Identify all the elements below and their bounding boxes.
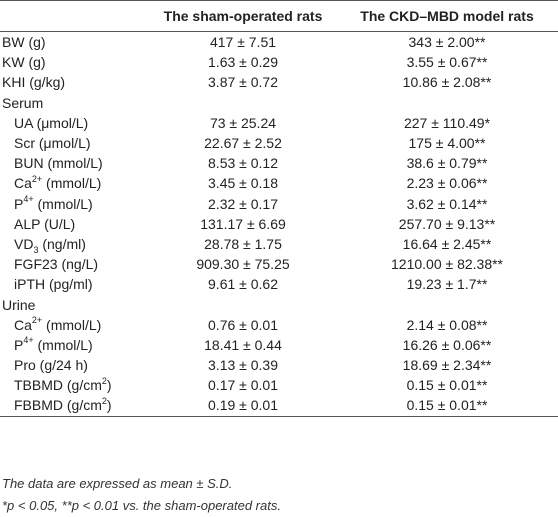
cell-sham: 909.30 ± 75.25 — [196, 256, 290, 273]
table-row: BW (g) 417 ± 7.51 343 ± 2.00** — [0, 32, 558, 53]
cell-model: 10.86 ± 2.08** — [402, 74, 492, 91]
row-label: UA (μmol/L) — [14, 114, 89, 131]
table-row: P4+ (mmol/L) 18.41 ± 0.44 16.26 ± 0.06** — [0, 335, 558, 355]
row-label: Serum — [2, 94, 44, 111]
cell-model: 2.14 ± 0.08** — [406, 316, 488, 333]
table-row: P4+ (mmol/L) 2.32 ± 0.17 3.62 ± 0.14** — [0, 194, 558, 214]
cell-sham: 0.19 ± 0.01 — [150, 395, 336, 417]
header-model: The CKD–MBD model rats — [336, 0, 558, 32]
cell-model: 38.6 ± 0.79** — [406, 155, 488, 172]
cell-sham: 73 ± 25.24 — [209, 114, 277, 131]
cell-sham: 3.87 ± 0.72 — [208, 74, 278, 91]
table-row: Ca2+ (mmol/L) 0.76 ± 0.01 2.14 ± 0.08** — [0, 315, 558, 335]
table-row: TBBMD (g/cm2) 0.17 ± 0.01 0.15 ± 0.01** — [0, 375, 558, 395]
cell-model — [336, 93, 558, 113]
row-label: VD3 (ng/ml) — [14, 235, 86, 255]
row-label: KHI (g/kg) — [2, 74, 66, 91]
table-row: KW (g) 1.63 ± 0.29 3.55 ± 0.67** — [0, 52, 558, 72]
cell-model: 3.55 ± 0.67** — [406, 54, 488, 71]
table-row: KHI (g/kg) 3.87 ± 0.72 10.86 ± 2.08** — [0, 72, 558, 92]
cell-sham: 0.17 ± 0.01 — [208, 377, 278, 394]
table-row: FGF23 (ng/L) 909.30 ± 75.25 1210.00 ± 82.3… — [0, 254, 558, 274]
row-label: Scr (μmol/L) — [14, 135, 91, 152]
table-row: UA (μmol/L) 73 ± 25.24 227 ± 110.49* — [0, 113, 558, 133]
row-label: FBBMD (g/cm2) — [0, 395, 150, 417]
cell-model: 0.15 ± 0.01** — [336, 395, 558, 417]
table-row: Scr (μmol/L) 22.67 ± 2.52 175 ± 4.00** — [0, 133, 558, 153]
cell-model: 1210.00 ± 82.38** — [391, 256, 503, 273]
cell-model: 257.70 ± 9.13** — [398, 215, 496, 232]
row-label: Ca2+ (mmol/L) — [14, 173, 102, 192]
cell-sham: 22.67 ± 2.52 — [204, 135, 282, 152]
cell-sham — [150, 93, 336, 113]
cell-sham: 417 ± 7.51 — [209, 34, 277, 51]
cell-model: 16.64 ± 2.45** — [402, 235, 492, 252]
cell-sham: 8.53 ± 0.12 — [208, 155, 278, 172]
row-label: Urine — [2, 296, 36, 313]
row-label: BW (g) — [2, 34, 46, 51]
table-row: BUN (mmol/L) 8.53 ± 0.12 38.6 ± 0.79** — [0, 153, 558, 173]
cell-model: 0.15 ± 0.01** — [406, 377, 488, 394]
table-body: BW (g) 417 ± 7.51 343 ± 2.00** KW (g) 1.63 ±… — [0, 32, 558, 417]
cell-sham: 2.32 ± 0.17 — [208, 195, 278, 212]
row-label: iPTH (pg/ml) — [14, 276, 93, 293]
cell-sham: 9.61 ± 0.62 — [208, 276, 278, 293]
data-table: The sham-operated rats The CKD–MBD model… — [0, 0, 558, 417]
table-row: VD3 (ng/ml) 28.78 ± 1.75 16.64 ± 2.45** — [0, 234, 558, 254]
table-row: Pro (g/24 h) 3.13 ± 0.39 18.69 ± 2.34** — [0, 355, 558, 375]
row-label: BUN (mmol/L) — [14, 155, 103, 172]
row-label: P4+ (mmol/L) — [14, 193, 93, 212]
cell-sham — [150, 294, 336, 314]
cell-sham: 28.78 ± 1.75 — [204, 235, 282, 252]
cell-model: 3.62 ± 0.14** — [406, 195, 488, 212]
table-row: Ca2+ (mmol/L) 3.45 ± 0.18 2.23 ± 0.06** — [0, 173, 558, 193]
cell-sham: 18.41 ± 0.44 — [204, 336, 282, 353]
row-label: TBBMD (g/cm2) — [14, 375, 112, 394]
row-label: ALP (U/L) — [14, 215, 76, 232]
cell-model: 19.23 ± 1.7** — [406, 276, 488, 293]
row-label: KW (g) — [2, 54, 46, 71]
table-row: Urine — [0, 294, 558, 314]
cell-sham: 131.17 ± 6.69 — [200, 215, 286, 232]
header-label — [0, 0, 150, 32]
table-row: FBBMD (g/cm2) 0.19 ± 0.01 0.15 ± 0.01** — [0, 395, 558, 417]
table-notes: The data are expressed as mean ± S.D. *p… — [2, 473, 281, 517]
note-significance: *p < 0.05, **p < 0.01 vs. the sham-opera… — [2, 498, 281, 513]
row-label: P4+ (mmol/L) — [14, 335, 93, 353]
row-label: FGF23 (ng/L) — [14, 256, 99, 273]
cell-model: 343 ± 2.00** — [408, 34, 486, 51]
cell-sham: 1.63 ± 0.29 — [208, 54, 278, 71]
cell-model — [336, 294, 558, 314]
cell-model: 175 ± 4.00** — [408, 135, 486, 152]
row-label: Pro (g/24 h) — [14, 357, 88, 374]
cell-model: 16.26 ± 0.06** — [402, 336, 492, 353]
cell-model: 2.23 ± 0.06** — [406, 175, 488, 192]
table-row: iPTH (pg/ml) 9.61 ± 0.62 19.23 ± 1.7** — [0, 274, 558, 294]
cell-sham: 3.45 ± 0.18 — [208, 175, 278, 192]
header-sham: The sham-operated rats — [150, 0, 336, 32]
cell-sham: 3.13 ± 0.39 — [208, 357, 278, 374]
header-row: The sham-operated rats The CKD–MBD model… — [0, 0, 558, 32]
cell-model: 18.69 ± 2.34** — [402, 357, 492, 374]
table-row: ALP (U/L) 131.17 ± 6.69 257.70 ± 9.13** — [0, 214, 558, 234]
note-mean-sd: The data are expressed as mean ± S.D. — [2, 476, 233, 491]
cell-sham: 0.76 ± 0.01 — [208, 316, 278, 333]
row-label: Ca2+ (mmol/L) — [14, 315, 102, 333]
table-row: Serum — [0, 93, 558, 113]
cell-model: 227 ± 110.49* — [403, 114, 491, 131]
